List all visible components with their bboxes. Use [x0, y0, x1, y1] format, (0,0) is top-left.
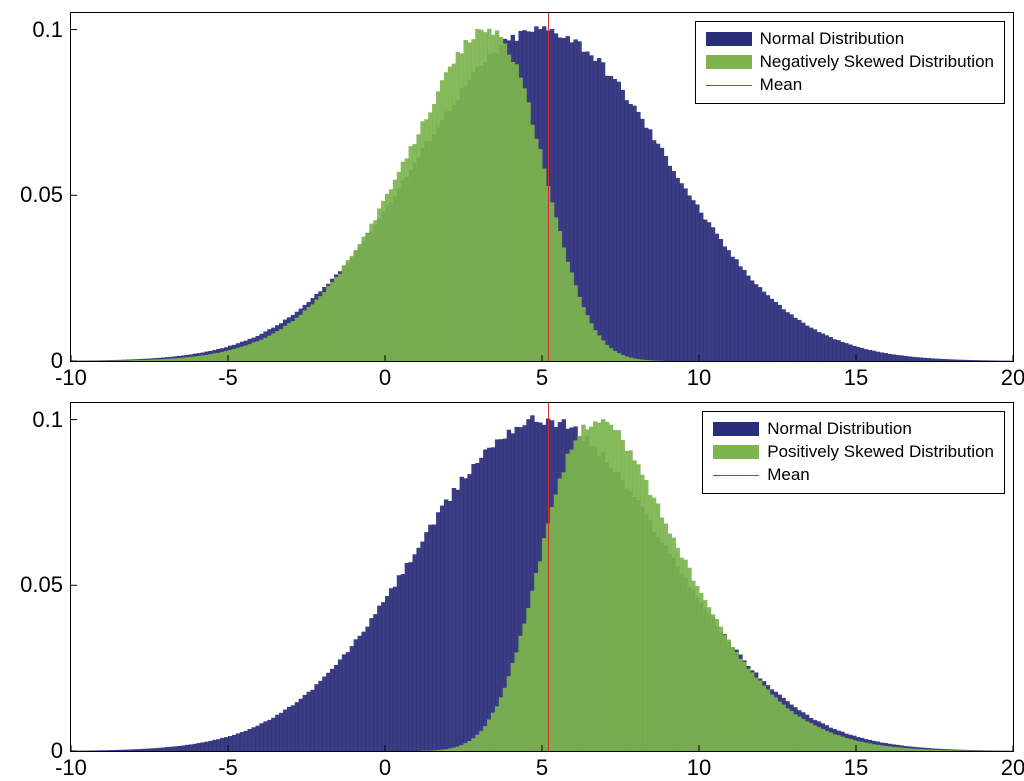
xtick-label: -5	[218, 755, 238, 781]
xtick-label: 10	[687, 365, 711, 391]
panel-top: Normal DistributionNegatively Skewed Dis…	[70, 12, 1014, 362]
legend-item: Mean	[713, 464, 994, 487]
panel-bottom: Normal DistributionPositively Skewed Dis…	[70, 402, 1014, 752]
legend-label: Positively Skewed Distribution	[767, 441, 994, 464]
legend-label: Normal Distribution	[760, 28, 905, 51]
legend-top: Normal DistributionNegatively Skewed Dis…	[695, 21, 1005, 104]
xtick-label: 0	[379, 755, 391, 781]
mean-line-bottom	[548, 403, 549, 751]
xtick-label: 10	[687, 755, 711, 781]
legend-item: Negatively Skewed Distribution	[706, 51, 994, 74]
legend-bottom: Normal DistributionPositively Skewed Dis…	[702, 411, 1005, 494]
xtick-label: 0	[379, 365, 391, 391]
legend-line-swatch	[706, 85, 752, 86]
legend-item: Normal Distribution	[713, 418, 994, 441]
legend-label: Mean	[767, 464, 810, 487]
legend-swatch	[713, 422, 759, 436]
xtick-label: 5	[536, 755, 548, 781]
legend-item: Normal Distribution	[706, 28, 994, 51]
figure: Normal DistributionNegatively Skewed Dis…	[0, 0, 1024, 780]
xtick-label: 20	[1001, 755, 1024, 781]
ytick-label: 0	[51, 348, 63, 374]
legend-swatch	[713, 445, 759, 459]
legend-label: Normal Distribution	[767, 418, 912, 441]
ytick-label: 0.1	[32, 407, 63, 433]
xtick-label: -5	[218, 365, 238, 391]
legend-label: Mean	[760, 74, 803, 97]
legend-swatch	[706, 32, 752, 46]
legend-swatch	[706, 55, 752, 69]
xtick-label: 15	[844, 365, 868, 391]
ytick-label: 0.1	[32, 17, 63, 43]
xtick-label: 20	[1001, 365, 1024, 391]
legend-item: Positively Skewed Distribution	[713, 441, 994, 464]
legend-line-swatch	[713, 475, 759, 476]
legend-item: Mean	[706, 74, 994, 97]
xtick-label: 5	[536, 365, 548, 391]
xtick-label: 15	[844, 755, 868, 781]
mean-line-top	[548, 13, 549, 361]
ytick-label: 0.05	[20, 182, 63, 208]
ytick-label: 0	[51, 738, 63, 764]
ytick-label: 0.05	[20, 572, 63, 598]
legend-label: Negatively Skewed Distribution	[760, 51, 994, 74]
